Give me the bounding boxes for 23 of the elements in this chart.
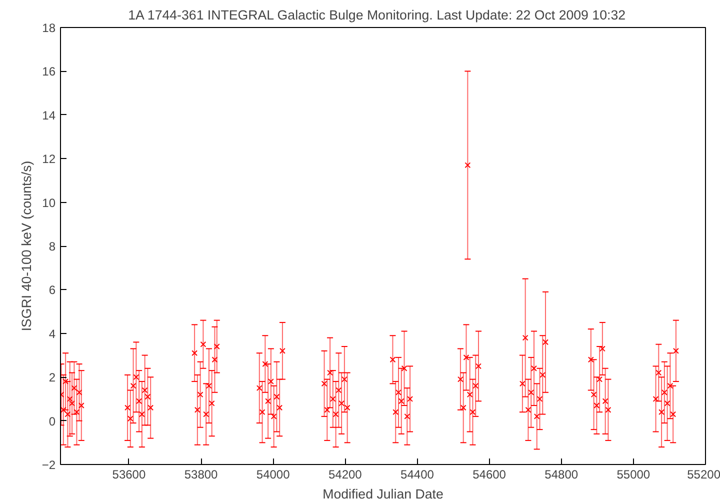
y-tick-label: 14 [42,108,56,122]
y-tick-label: 0 [48,414,56,428]
y-axis-title: ISGRI 40-100 keV (counts/s) [18,160,34,332]
y-tick-label: 6 [48,283,56,298]
x-tick-label: 54400 [400,468,434,482]
x-tick-label: 54800 [544,468,578,482]
y-tick-label: 4 [48,326,56,341]
y-tick-label: 8 [48,240,56,254]
x-tick-label: 55000 [616,468,650,482]
x-tick-label: 55200 [687,468,720,482]
y-tick-label: 12 [42,152,56,166]
x-tick-label: 54600 [472,468,506,482]
x-tick-label: 54000 [256,468,290,482]
y-tick-label: 18 [42,21,56,35]
x-tick-label: 54200 [328,468,362,482]
y-tick-label: 2 [48,370,56,385]
y-tick-label: 10 [42,196,56,210]
chart-title: 1A 1744-361 INTEGRAL Galactic Bulge Monitoring. Last Update: 22 Oct 2009 10:32 [128,8,626,22]
x-tick-label: 53800 [184,468,218,482]
x-tick-label: 53600 [112,468,146,482]
y-tick-label: 16 [42,64,56,79]
x-axis-title: Modified Julian Date [322,486,444,502]
y-tick-label: −2 [42,458,56,472]
